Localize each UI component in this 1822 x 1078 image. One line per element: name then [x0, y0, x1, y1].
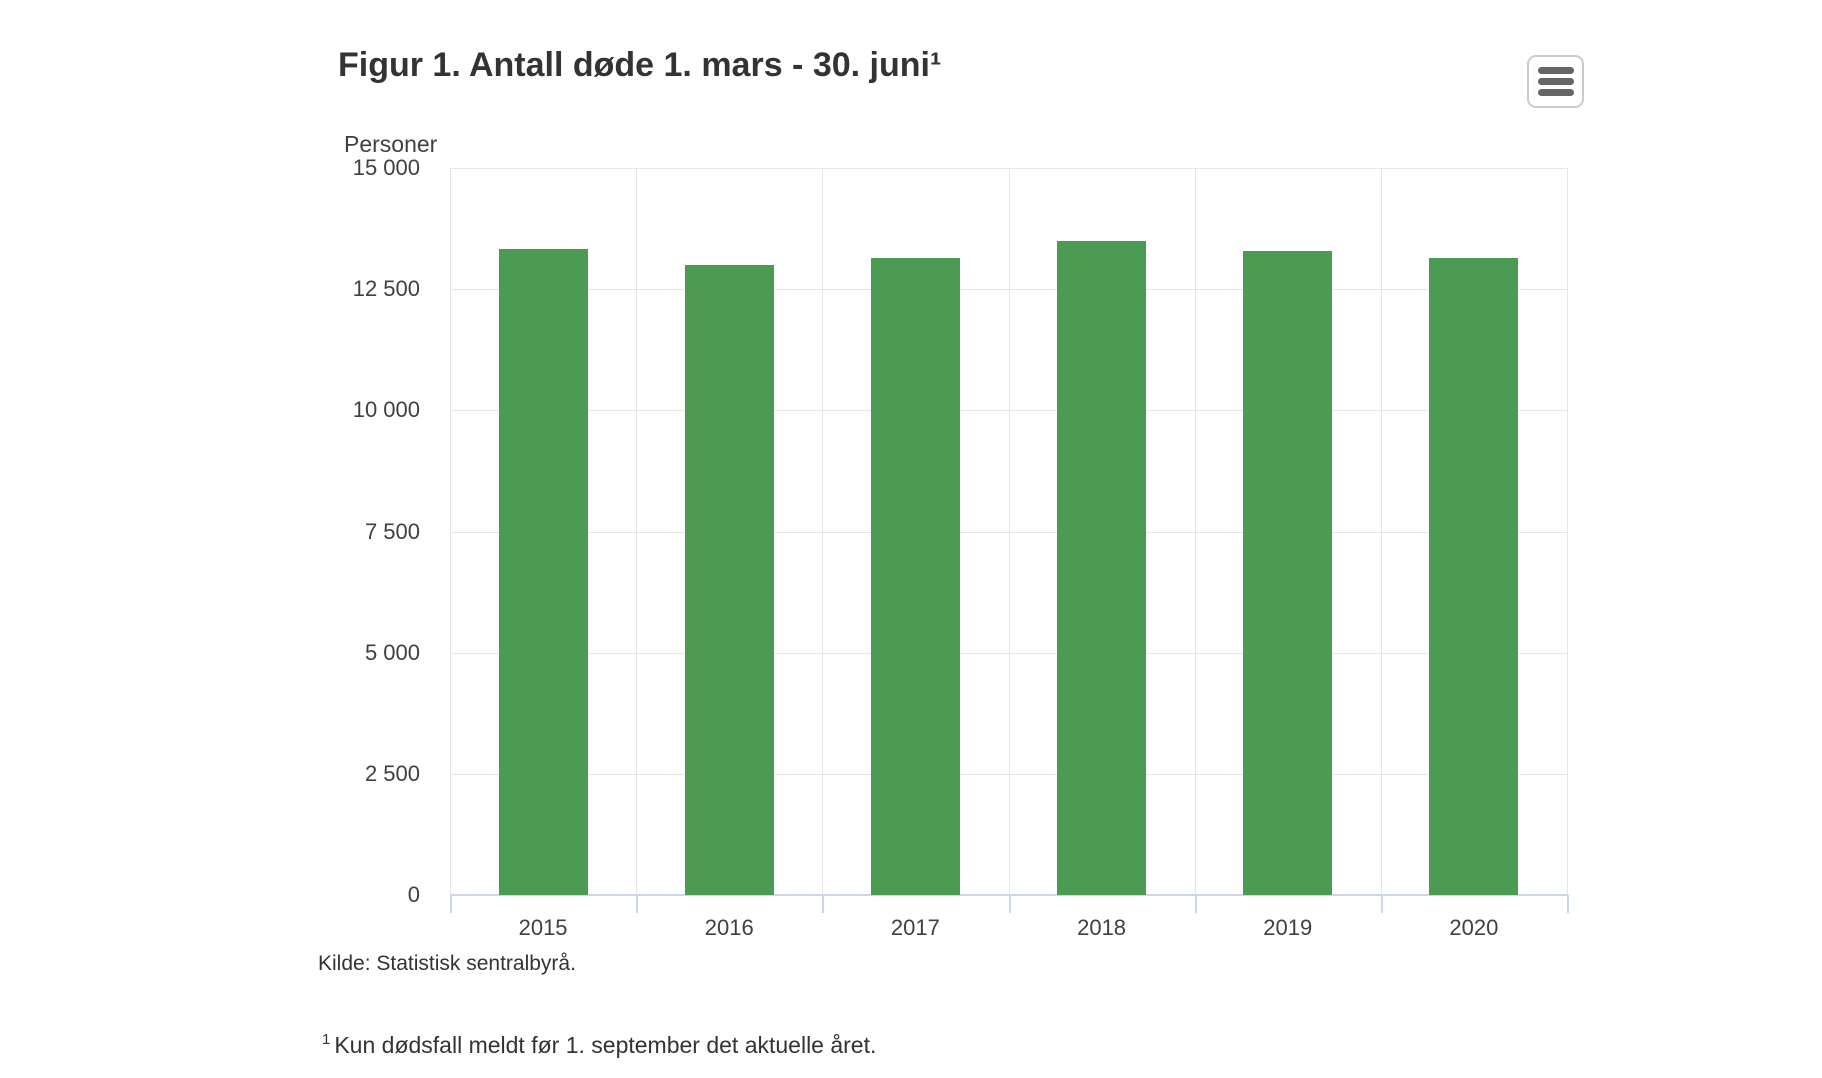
x-axis-tick: [1567, 895, 1569, 913]
x-axis-line: [450, 894, 1567, 896]
export-menu-button[interactable]: [1527, 55, 1584, 108]
y-gridline: [450, 168, 1567, 169]
y-gridline: [450, 289, 1567, 291]
chart-plot-area: [450, 168, 1569, 913]
hamburger-bar: [1537, 67, 1574, 74]
source-note: Kilde: Statistisk sentralbyrå.: [318, 952, 576, 975]
x-axis-tick: [636, 895, 638, 913]
x-gridline: [822, 168, 823, 895]
y-gridline: [450, 531, 1567, 533]
bar-2016[interactable]: [685, 265, 774, 895]
x-axis-tick: [1195, 895, 1197, 913]
y-gridline: [450, 410, 1567, 412]
y-axis-label: 10 000: [352, 397, 420, 423]
y-axis-label: 5 000: [364, 639, 420, 665]
hamburger-bar: [1537, 78, 1574, 85]
x-gridline: [1381, 168, 1382, 895]
y-axis-label: 12 500: [352, 276, 420, 302]
x-axis-label: 2015: [518, 915, 568, 940]
x-gridline: [1567, 168, 1568, 895]
y-axis-title: Personer: [344, 131, 438, 157]
x-gridline: [636, 168, 637, 895]
footnote: 1 Kun dødsfall meldt før 1. september det…: [322, 1032, 876, 1059]
x-axis-label: 2016: [704, 915, 754, 940]
y-axis-label: 15 000: [352, 155, 420, 180]
x-axis-tick: [450, 895, 452, 913]
y-axis-label: 7 500: [364, 518, 420, 544]
x-gridline: [450, 168, 451, 895]
footnote-superscript: 1: [322, 1031, 331, 1049]
bar-2018[interactable]: [1057, 241, 1146, 895]
x-gridline: [1009, 168, 1010, 895]
y-gridline: [450, 652, 1567, 654]
bar-2017[interactable]: [871, 258, 960, 895]
hamburger-bar: [1537, 89, 1574, 96]
y-axis-label: 2 500: [364, 760, 420, 786]
y-gridline: [450, 773, 1567, 775]
x-axis-label: 2020: [1449, 915, 1499, 940]
y-axis-label: 0: [407, 882, 420, 907]
page-title: Figur 1. Antall døde 1. mars - 30. juni¹: [338, 46, 942, 84]
bar-2020[interactable]: [1429, 258, 1518, 895]
bar-2015[interactable]: [499, 249, 588, 895]
x-gridline: [1195, 168, 1196, 895]
x-axis-tick: [1009, 895, 1011, 913]
x-axis-tick: [1381, 895, 1383, 913]
bar-2019[interactable]: [1243, 251, 1332, 895]
x-axis-tick: [822, 895, 824, 913]
footnote-text: Kun dødsfall meldt før 1. september det …: [334, 1032, 877, 1058]
x-axis-label: 2017: [890, 915, 940, 940]
x-axis-label: 2019: [1263, 915, 1313, 940]
hamburger-menu-icon: [1537, 67, 1574, 96]
x-axis-label: 2018: [1077, 915, 1127, 940]
